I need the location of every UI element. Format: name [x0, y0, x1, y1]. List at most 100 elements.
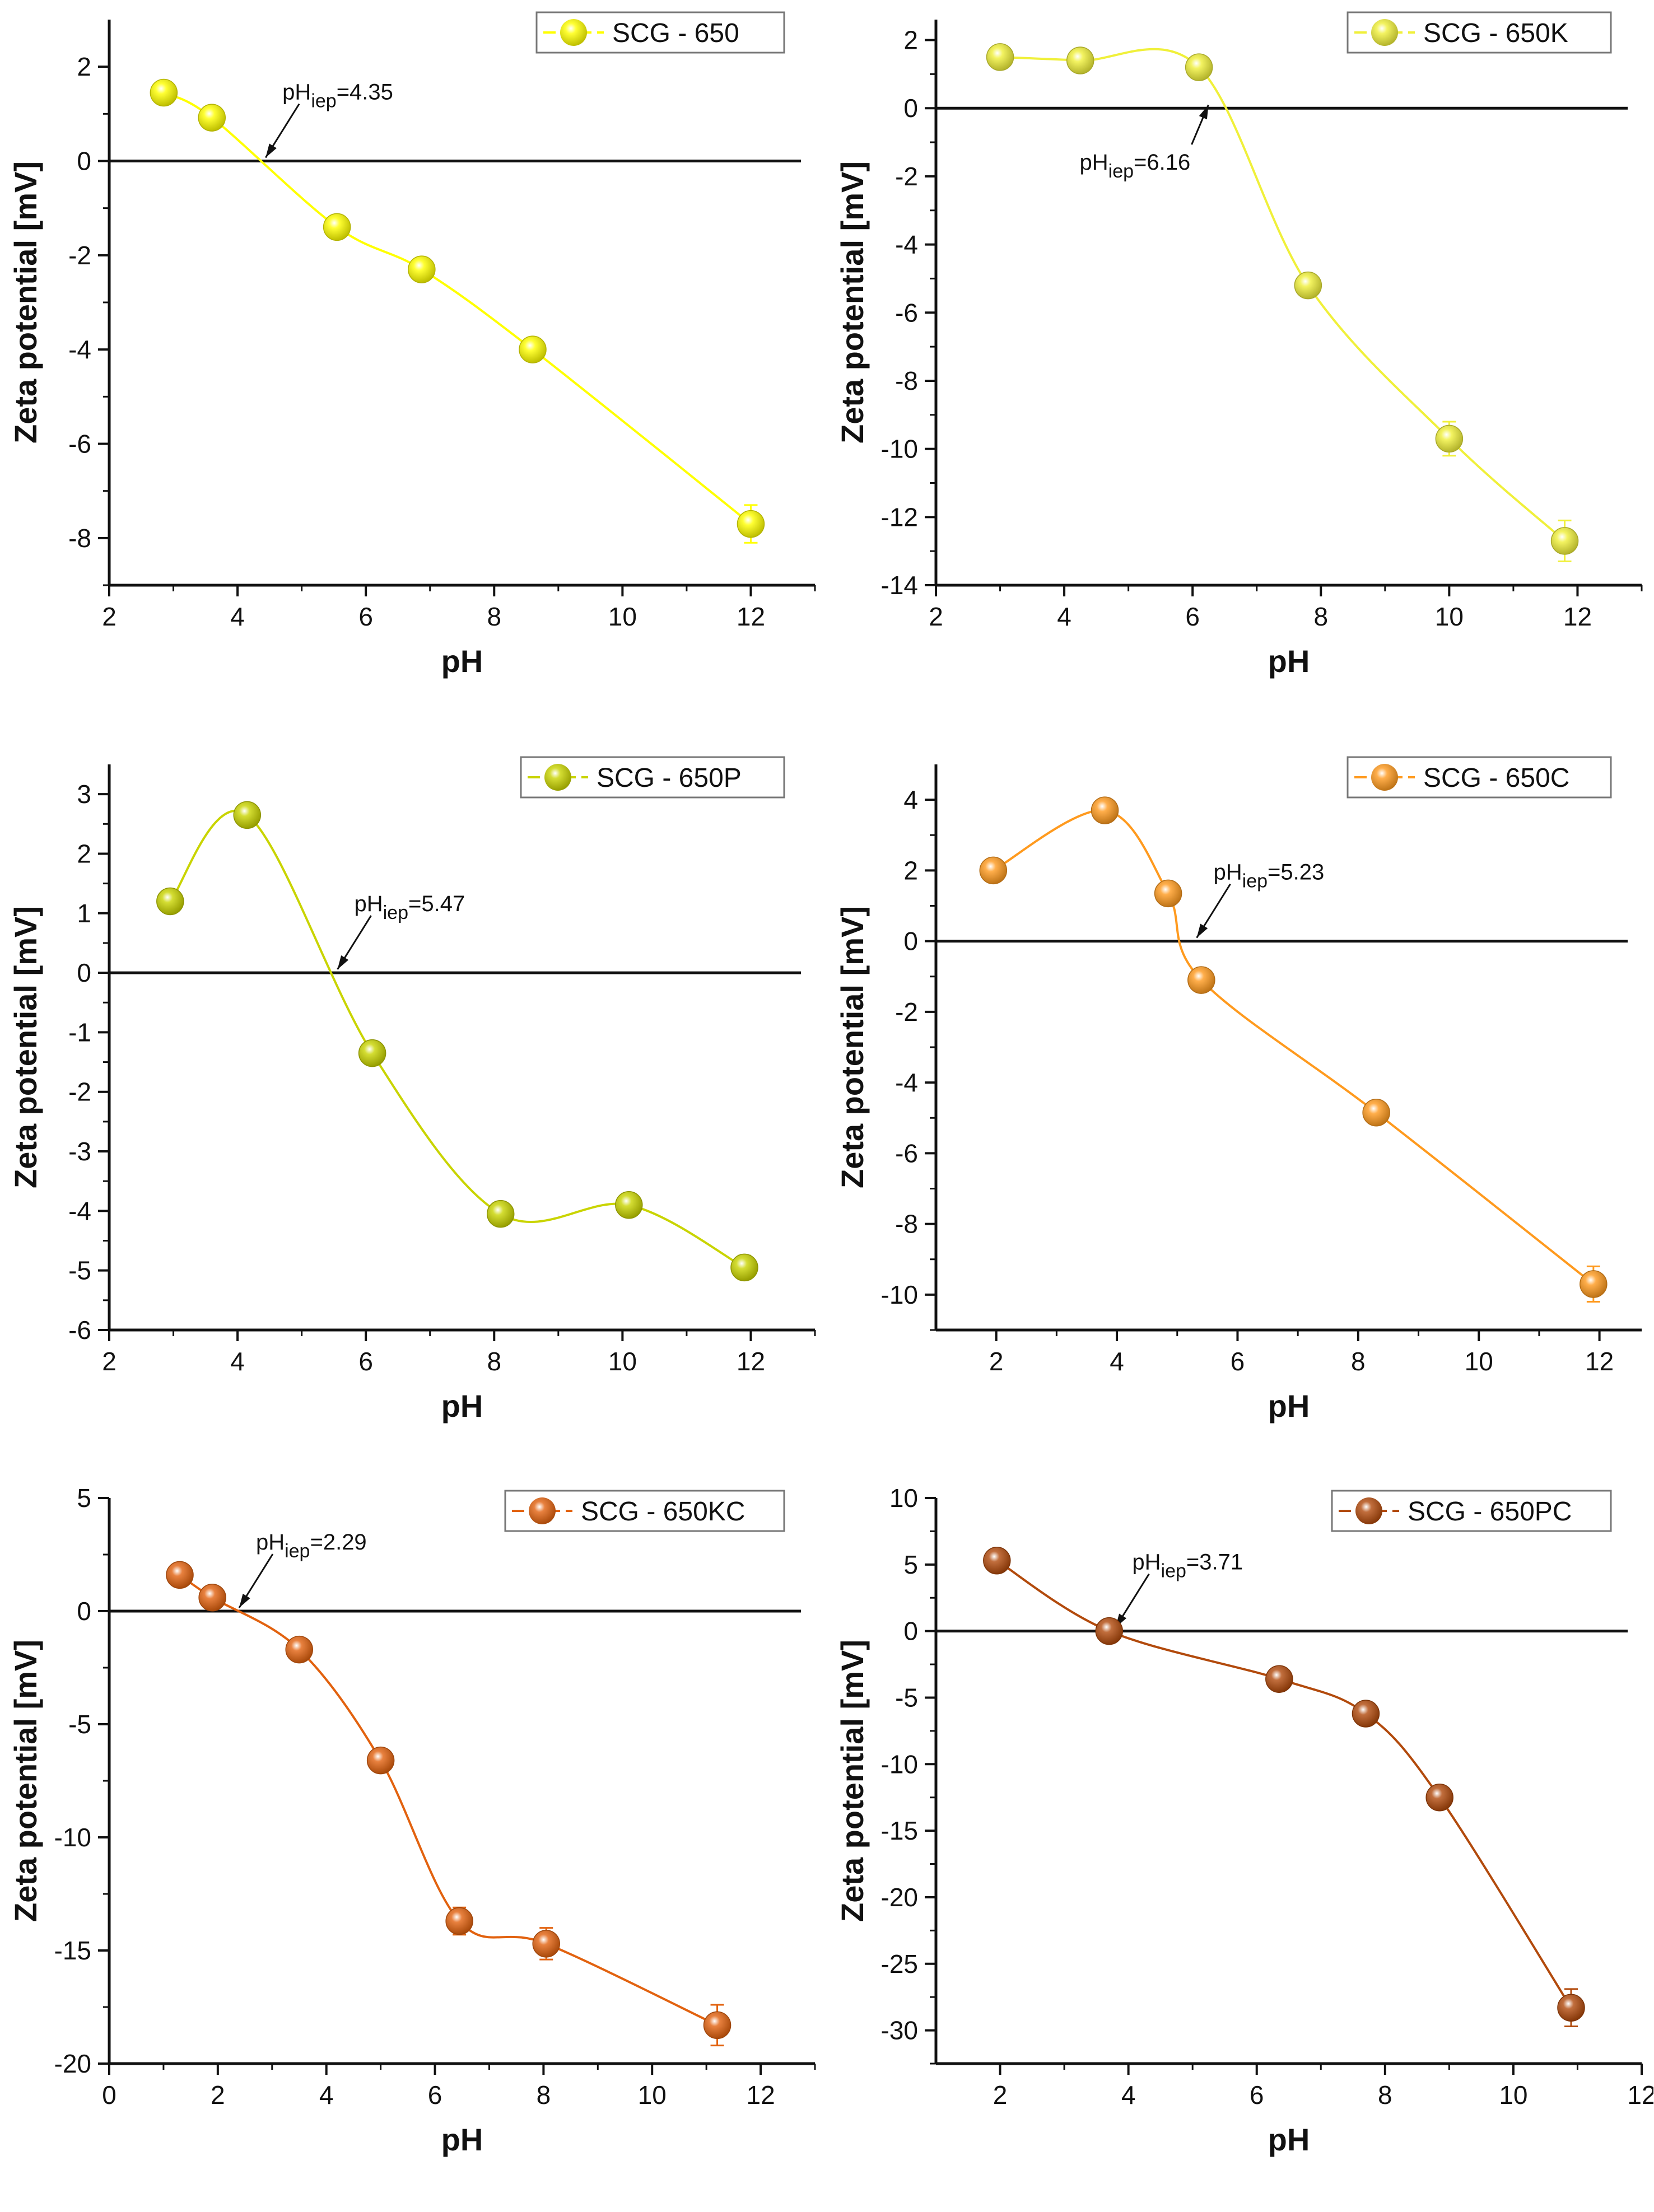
- iep-subscript: iep: [1242, 871, 1268, 892]
- annotation-arrowhead: [1199, 105, 1209, 120]
- x-tick-label: 6: [1185, 602, 1200, 631]
- data-point: [445, 1907, 473, 1935]
- y-tick-label: 5: [903, 1550, 918, 1579]
- legend-marker: [1355, 1497, 1382, 1524]
- data-point: [1435, 424, 1464, 453]
- iep-prefix: pH: [1080, 150, 1108, 175]
- y-tick-label: 2: [77, 52, 91, 81]
- iep-annotation: pHiep=5.47: [354, 892, 465, 923]
- data-point: [1557, 1994, 1585, 2022]
- y-tick-label: -30: [881, 2016, 918, 2045]
- x-tick-label: 10: [638, 2080, 667, 2110]
- x-tick-label: 4: [230, 1347, 245, 1376]
- iep-value: =5.23: [1268, 860, 1324, 885]
- y-tick-label: -8: [895, 366, 918, 395]
- data-point: [1185, 53, 1213, 81]
- legend-label: SCG - 650K: [1423, 18, 1568, 48]
- y-tick-label: -5: [895, 1683, 918, 1712]
- iep-prefix: pH: [354, 892, 383, 916]
- x-tick-label: 2: [102, 1347, 117, 1376]
- y-tick-label: 5: [77, 1483, 91, 1513]
- x-tick-label: 6: [358, 1347, 373, 1376]
- data-point: [532, 1930, 560, 1958]
- x-tick-label: 4: [319, 2080, 334, 2110]
- data-point: [150, 78, 178, 107]
- x-tick-label: 4: [1121, 2080, 1136, 2110]
- chart-svg: 2 4 6 8 10 12 10 5 0 -5 -10 -15 -20 -25 -30 pH Zeta pote…: [835, 1483, 1653, 2157]
- data-point: [1580, 1270, 1608, 1298]
- y-tick-label: -15: [881, 1816, 918, 1845]
- data-point: [198, 1584, 226, 1612]
- y-axis-title: Zeta potential [mV]: [835, 1640, 870, 1922]
- chart-panel-scg-650kc: 0 2 4 6 8 10 12 5 0 -5 -10 -15 -20 pH Zeta potential […: [0, 1478, 827, 2212]
- y-tick-label: 0: [903, 927, 918, 956]
- iep-subscript: iep: [383, 902, 408, 923]
- x-tick-label: 12: [737, 1347, 765, 1376]
- y-tick-label: -10: [881, 435, 918, 464]
- x-tick-label: 2: [211, 2080, 225, 2110]
- legend-box: [504, 1490, 785, 1532]
- data-point: [408, 255, 436, 283]
- data-point: [1091, 796, 1119, 824]
- data-point: [1095, 1617, 1124, 1645]
- y-tick-label: 0: [77, 958, 91, 987]
- series-line: [996, 1560, 1572, 2009]
- y-axis-title: Zeta potential [mV]: [835, 161, 870, 444]
- iep-subscript: iep: [1161, 1561, 1186, 1582]
- legend-label: SCG - 650KC: [581, 1497, 745, 1527]
- iep-annotation: pHiep=4.35: [282, 80, 393, 112]
- legend-label: SCG - 650C: [1423, 763, 1569, 793]
- series-line: [179, 1574, 718, 2027]
- iep-value: =4.35: [337, 80, 393, 105]
- y-tick-label: -6: [68, 1315, 91, 1345]
- y-tick-label: -10: [54, 1823, 91, 1852]
- x-tick-label: 8: [487, 602, 501, 631]
- x-tick-label: 12: [1585, 1347, 1614, 1376]
- y-axis-title: Zeta potential [mV]: [8, 906, 43, 1188]
- data-point: [983, 1546, 1011, 1575]
- y-tick-label: 0: [77, 1597, 91, 1626]
- x-tick-label: 12: [746, 2080, 775, 2110]
- y-tick-label: -8: [895, 1210, 918, 1239]
- legend-marker: [529, 1497, 556, 1524]
- y-tick-label: -14: [881, 571, 918, 600]
- x-tick-label: 2: [989, 1347, 1004, 1376]
- chart-svg: 2 4 6 8 10 12 2 0 -2 -4 -6 -8 pH Zeta potential [mV] p…: [8, 11, 816, 679]
- data-point: [737, 510, 765, 538]
- data-point: [166, 1561, 194, 1589]
- data-point: [486, 1200, 515, 1228]
- iep-prefix: pH: [282, 80, 311, 105]
- data-point: [979, 856, 1008, 885]
- data-point: [366, 1746, 395, 1775]
- data-point: [323, 213, 351, 241]
- y-tick-label: -8: [68, 524, 91, 553]
- x-tick-label: 8: [1313, 602, 1328, 631]
- chart-svg: 2 4 6 8 10 12 2 0 -2 -4 -6 -8 -10 -12 -14 pH Zeta potent…: [835, 11, 1643, 679]
- x-tick-label: 2: [102, 602, 117, 631]
- data-point: [986, 43, 1014, 71]
- x-tick-label: 6: [1231, 1347, 1245, 1376]
- y-tick-label: -10: [881, 1280, 918, 1309]
- x-tick-label: 6: [358, 602, 373, 631]
- y-tick-label: -2: [895, 997, 918, 1026]
- x-tick-label: 6: [1250, 2080, 1264, 2110]
- annotation-arrowhead: [265, 143, 277, 158]
- iep-prefix: pH: [1214, 860, 1242, 885]
- data-point: [1066, 46, 1094, 74]
- annotation-arrowhead: [239, 1593, 250, 1608]
- chart-panel-scg-650: 2 4 6 8 10 12 2 0 -2 -4 -6 -8 pH Zeta potential [mV] p…: [0, 0, 827, 734]
- y-tick-label: 3: [77, 780, 91, 809]
- x-tick-label: 8: [487, 1347, 501, 1376]
- data-point: [358, 1039, 386, 1067]
- chart-panel-scg-650c: 2 4 6 8 10 12 4 2 0 -2 -4 -6 -8 -10 pH Zeta potential […: [827, 745, 1653, 1478]
- y-tick-label: 2: [903, 856, 918, 885]
- x-axis-title: pH: [441, 1388, 483, 1424]
- chart-svg: 2 4 6 8 10 12 4 2 0 -2 -4 -6 -8 -10 pH Zeta potential […: [835, 756, 1642, 1424]
- y-tick-label: -12: [881, 502, 918, 531]
- data-point: [198, 104, 226, 132]
- data-point: [1425, 1783, 1453, 1812]
- annotation-arrowhead: [1196, 923, 1208, 938]
- iep-subscript: iep: [285, 1541, 310, 1562]
- y-tick-label: -20: [54, 2049, 91, 2078]
